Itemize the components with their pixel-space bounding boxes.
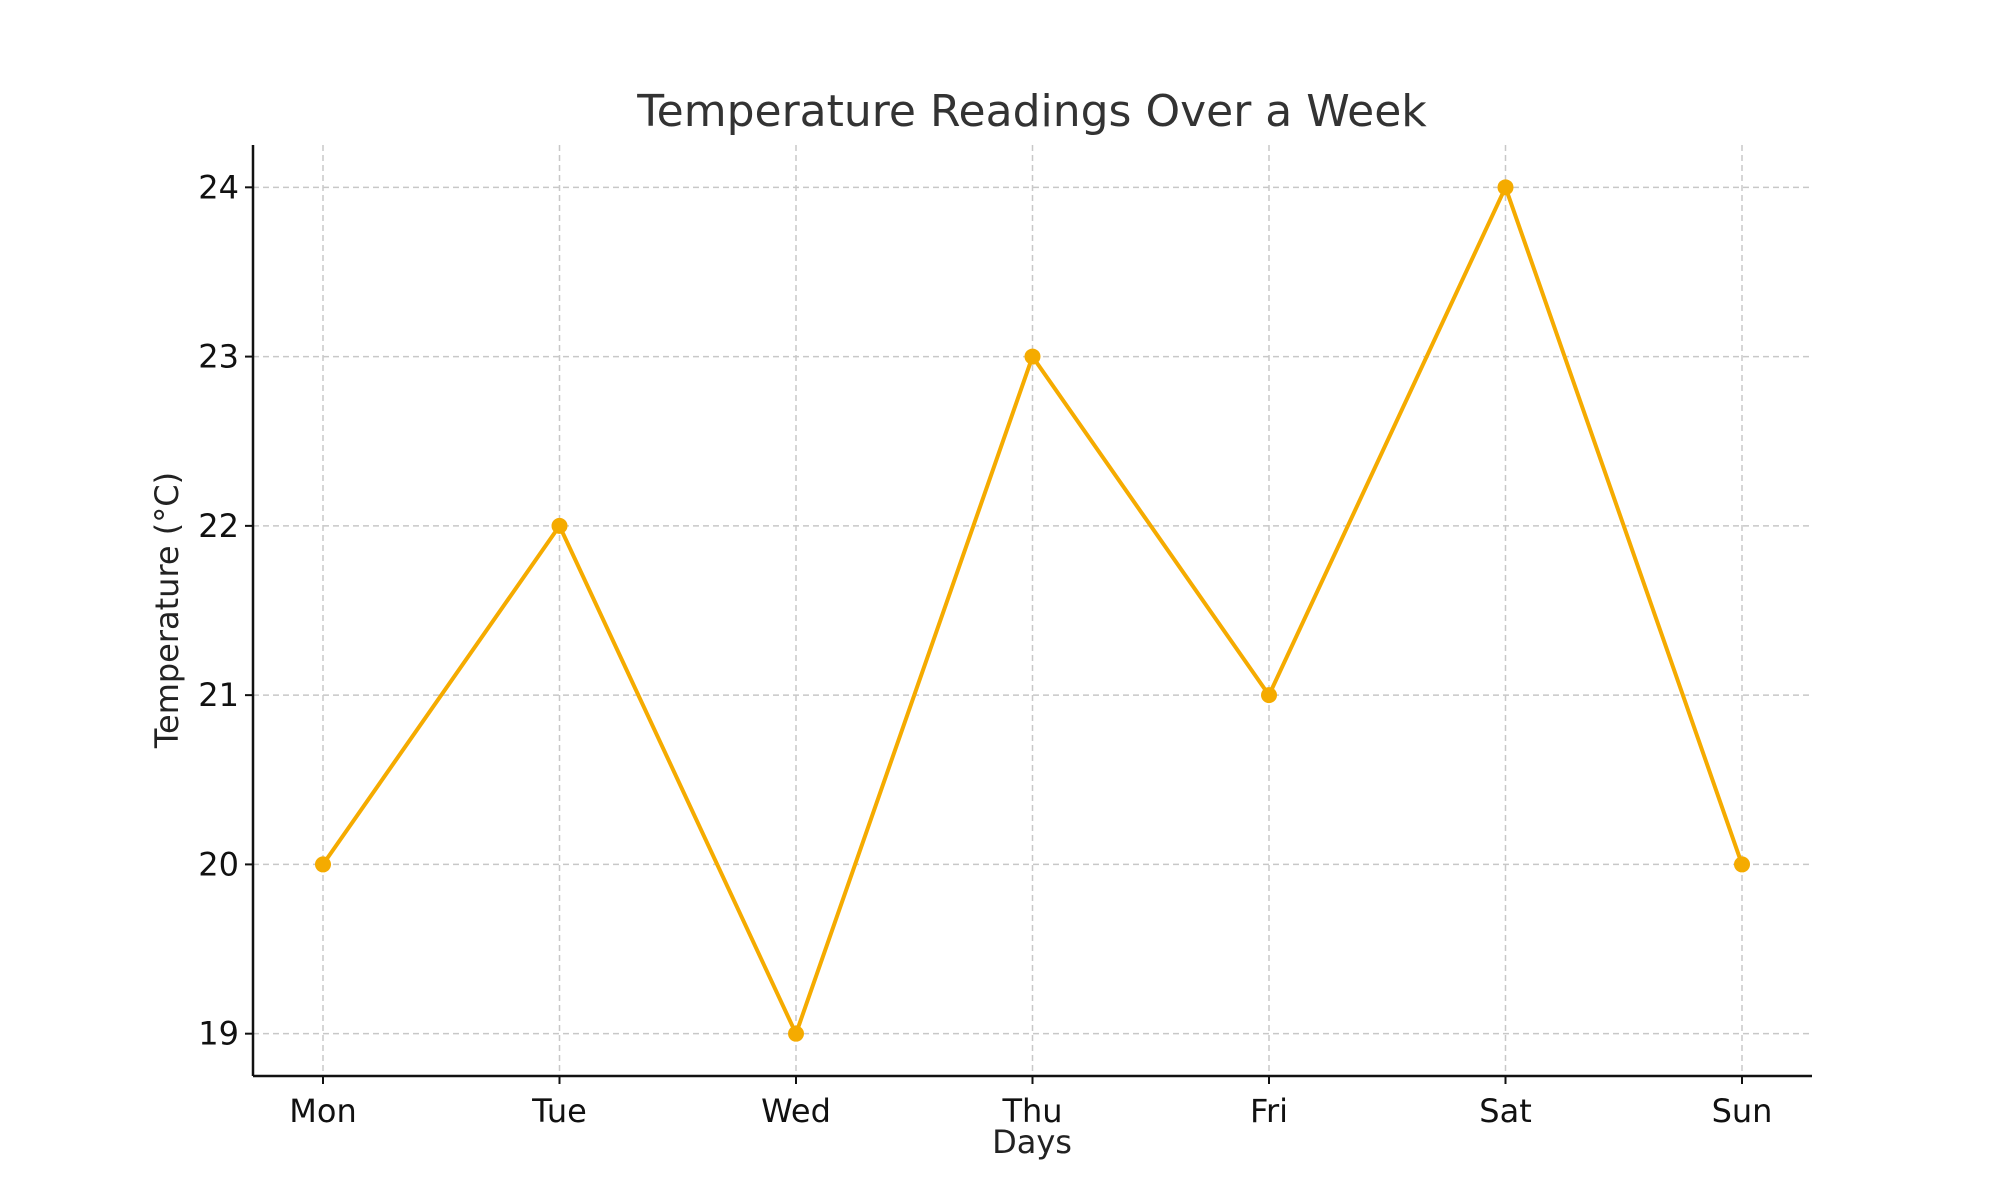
data-point-tue	[551, 517, 568, 534]
y-tick-label: 24	[198, 168, 239, 206]
data-point-sun	[1734, 856, 1750, 873]
data-point-wed	[788, 1025, 804, 1042]
x-tick-label: Wed	[761, 1092, 831, 1130]
y-tick-label: 19	[198, 1015, 239, 1053]
x-axis-ticks: Mon Tue Wed Thu Fri Sat Sun	[289, 1076, 1772, 1130]
data-point-fri	[1261, 687, 1277, 704]
series-group	[315, 179, 1750, 1042]
x-tick-label: Sun	[1712, 1092, 1773, 1130]
chart-title: Temperature Readings Over a Week	[636, 86, 1427, 137]
y-tick-label: 22	[198, 507, 239, 545]
data-point-sat	[1497, 179, 1514, 196]
y-tick-label: 20	[198, 845, 239, 883]
x-tick-label: Sat	[1479, 1092, 1531, 1130]
y-tick-label: 23	[198, 338, 239, 376]
data-point-thu	[1024, 348, 1041, 365]
x-tick-label: Mon	[289, 1092, 356, 1130]
y-axis-ticks: 19 20 21 22 23 24	[198, 168, 253, 1053]
y-tick-label: 21	[198, 676, 239, 714]
x-tick-label: Fri	[1250, 1092, 1288, 1130]
x-axis-label: Days	[992, 1123, 1072, 1161]
grid	[253, 145, 1812, 1076]
x-tick-label: Thu	[1001, 1092, 1062, 1130]
y-axis-label: Temperature (°C)	[148, 472, 186, 749]
data-point-mon	[315, 856, 331, 873]
x-tick-label: Tue	[531, 1092, 587, 1130]
